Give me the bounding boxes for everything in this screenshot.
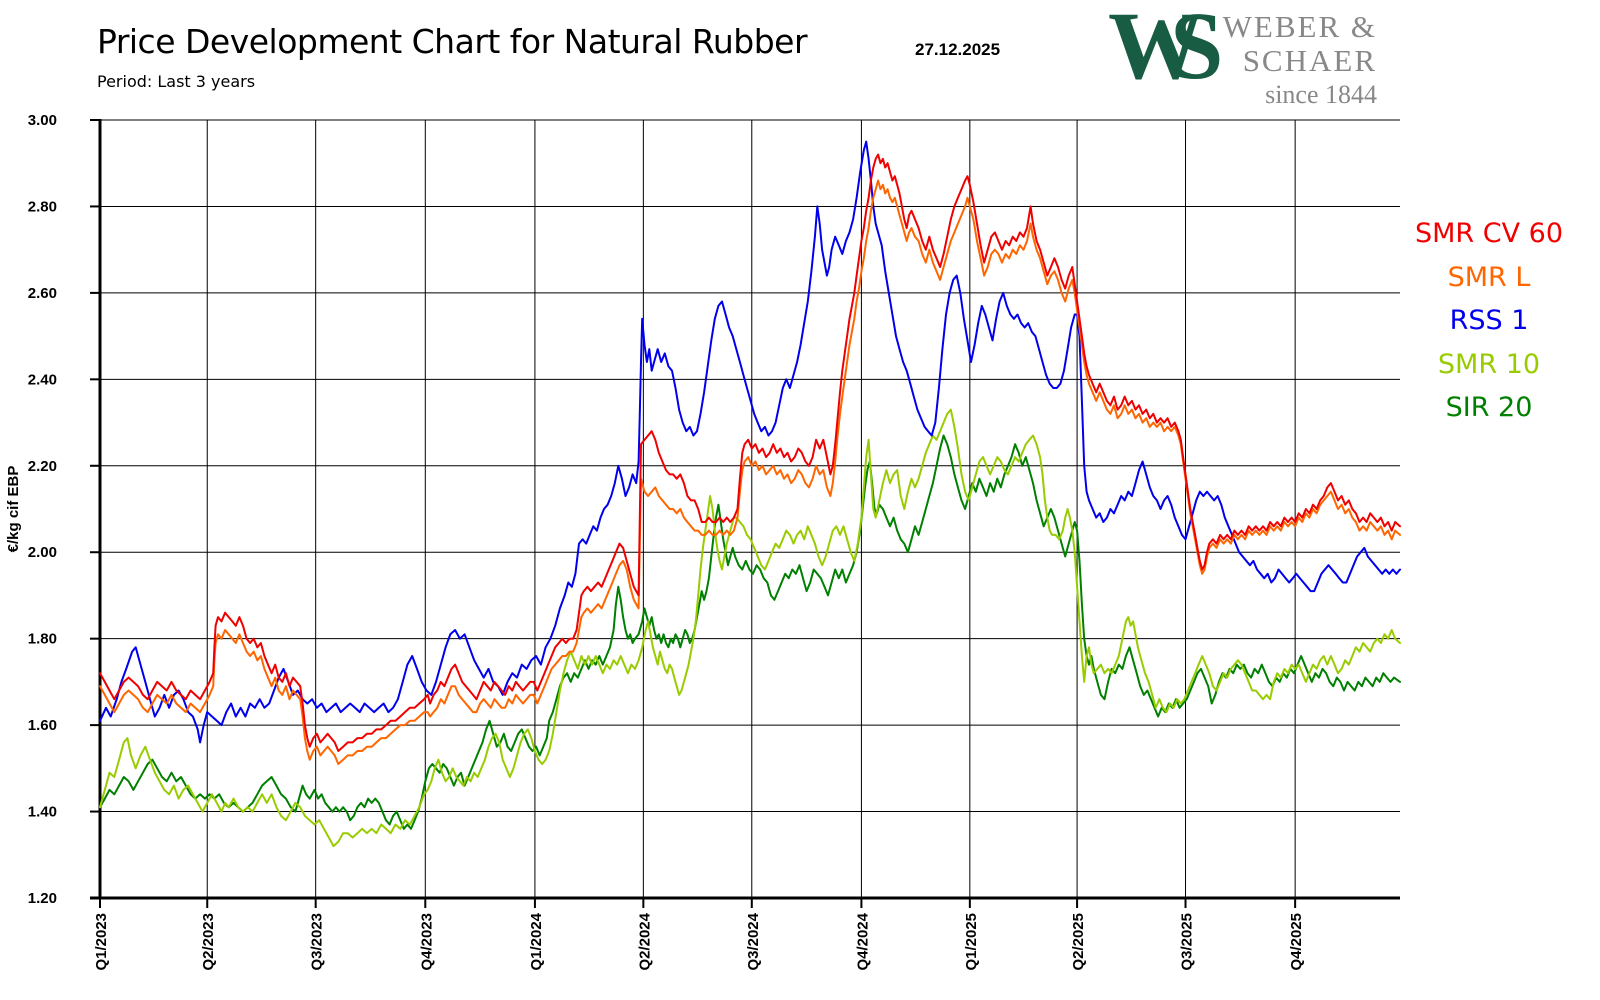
legend-item-sir-20: SIR 20: [1445, 392, 1533, 423]
series-line-smr-cv-60: [99, 153, 1401, 752]
series-lines: [99, 140, 1401, 848]
page-title: Price Development Chart for Natural Rubb…: [97, 22, 808, 61]
x-tick-label: Q2/2024: [636, 912, 653, 970]
legend-item-rss-1: RSS 1: [1449, 305, 1529, 336]
logo-line2: SCHAER: [1242, 43, 1377, 78]
logo-company-name: WEBER & SCHAER: [1223, 10, 1377, 78]
x-tick-label: Q1/2024: [528, 912, 545, 970]
y-tick-label: 1.40: [28, 804, 57, 821]
x-tick-label: Q2/2023: [200, 913, 217, 971]
grid-lines: [100, 119, 1400, 898]
x-tick-label: Q1/2025: [963, 913, 980, 971]
logo-tagline: since 1844: [1265, 80, 1377, 109]
x-tick-label: Q4/2023: [418, 913, 435, 971]
legend: SMR CV 60 SMR L RSS 1 SMR 10 SIR 20: [1380, 212, 1598, 430]
legend-item-smr-10: SMR 10: [1437, 348, 1541, 380]
logo-line1: WEBER &: [1222, 9, 1377, 44]
y-axis-title: €/kg cif EBP: [5, 466, 22, 553]
logo-monogram-icon: WS: [1108, 0, 1224, 99]
y-tick-label: 3.00: [28, 112, 57, 129]
legend-item-smr-cv-60: SMR CV 60: [1414, 218, 1564, 249]
period-label: Period: Last 3 years: [97, 72, 256, 91]
axis-labels: 1.20 1.40 1.60 1.80 2.00 2.20 2.40 2.60 2.80 3.00…: [5, 112, 1305, 971]
y-tick-label: 2.00: [28, 544, 57, 561]
x-tick-label: Q3/2023: [309, 913, 326, 971]
axes: [90, 119, 1400, 900]
legend-item-smr-l: SMR L: [1447, 261, 1531, 293]
x-tick-label: Q4/2024: [854, 912, 871, 970]
y-tick-label: 1.80: [28, 631, 57, 648]
x-tick-label: Q4/2025: [1288, 913, 1305, 971]
y-tick-label: 1.20: [28, 890, 57, 907]
y-tick-label: 2.40: [28, 371, 57, 388]
company-logo: WS WEBER & SCHAER since 1844: [1100, 0, 1385, 114]
axis-ticks: [90, 119, 1297, 908]
y-tick-label: 2.60: [28, 285, 57, 302]
x-tick-label: Q3/2025: [1179, 913, 1196, 971]
chart-date: 27.12.2025: [915, 40, 1001, 59]
x-tick-label: Q2/2025: [1070, 913, 1087, 971]
y-tick-label: 1.60: [28, 717, 57, 734]
y-tick-label: 2.80: [28, 198, 57, 215]
series-line-rss-1: [99, 140, 1401, 744]
x-tick-label: Q1/2023: [93, 913, 110, 971]
series-line-smr-10: [99, 408, 1401, 848]
y-tick-label: 2.20: [28, 458, 57, 475]
x-tick-label: Q3/2024: [745, 912, 762, 970]
